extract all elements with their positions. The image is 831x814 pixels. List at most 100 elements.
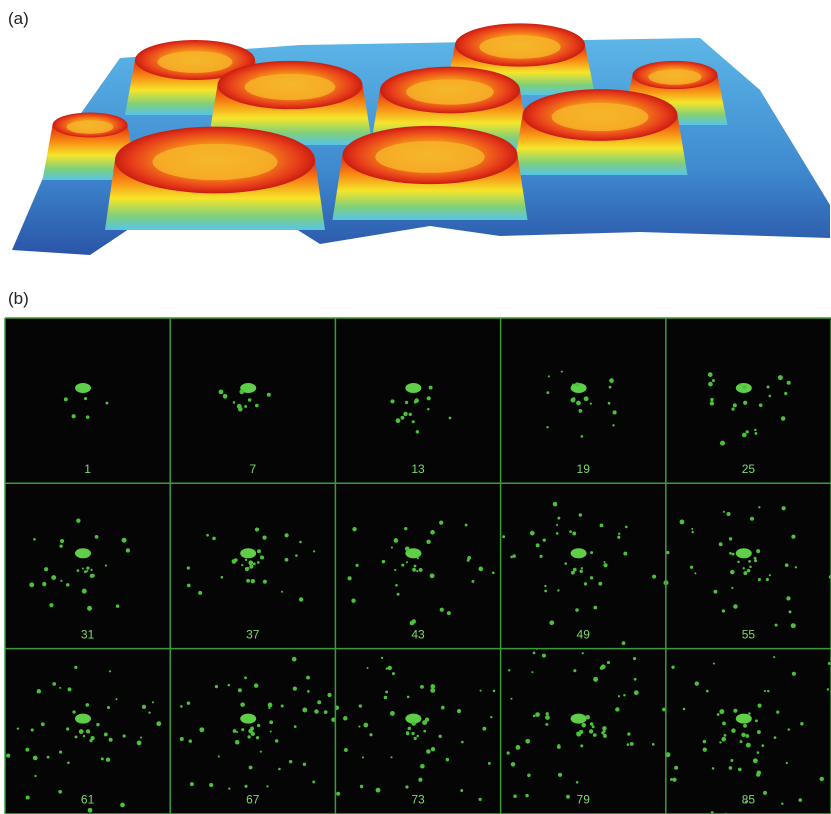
cell-spot [363,723,368,728]
bump-crater [153,144,278,180]
cell-spot [748,712,751,715]
cell-spot [180,705,183,708]
cell-spot [422,720,427,725]
cell-spot [788,728,790,730]
cell-spot [724,734,727,737]
cell-spot [582,652,584,654]
cell-spot [317,700,321,704]
cell-spot [764,690,766,692]
frame-number: 25 [742,462,756,476]
cell-spot [269,720,273,724]
cell-spot [441,706,445,710]
cell-spot [156,721,161,726]
cell-spot [781,803,783,805]
cell-spot [390,399,394,403]
cell-spot [426,540,430,544]
cell-spot [412,420,415,423]
panel-label: (b) [8,289,29,308]
cell-spot [86,415,90,419]
cell-spot [447,611,451,615]
cell-spot [798,798,802,802]
cell-spot [756,549,760,553]
cell-spot [188,739,192,743]
frame-number: 49 [577,627,591,641]
cell-spot [352,527,356,531]
cell-spot [285,558,289,562]
cell-spot [416,735,419,738]
frame-number: 79 [577,793,591,807]
cell-spot [593,606,597,610]
cell-spot [218,755,220,757]
cell-spot [122,538,127,543]
frame-number: 61 [81,793,95,807]
cell-spot [260,751,262,753]
cell-spot [544,585,546,587]
cell-spot [652,575,656,579]
cell-spot [508,669,510,671]
cell-spot [758,578,761,581]
cell-spot [74,666,77,669]
cell-spot [592,725,595,728]
cell-spot [786,596,790,600]
cell-spot [795,566,797,568]
cell-spot [68,687,72,691]
cell-spot [553,502,558,507]
frame-number: 31 [81,627,95,641]
cell-spot [579,513,582,516]
cell-spot [392,672,395,675]
cell-spot [739,383,742,386]
cell-spot [756,773,760,777]
cell-spot [511,762,516,767]
cell-spot [754,432,757,435]
cell-spot [603,561,605,563]
cell-spot [525,739,530,744]
cell-spot [746,743,751,748]
cell-spot [314,709,318,713]
cell-spot [347,576,351,580]
cell-spot [59,544,62,547]
cell-spot [776,711,779,714]
cell-blob [736,548,752,558]
cell-spot [712,379,715,382]
cell-spot [695,681,699,685]
cell-spot [423,730,426,733]
cell-spot [781,506,785,510]
cell-spot [84,397,87,400]
cell-spot [493,690,496,693]
cell-spot [58,790,62,794]
cell-spot [590,722,593,725]
cell-spot [390,756,392,758]
cell-spot [228,788,230,790]
cell-spot [414,565,417,568]
cell-spot [590,551,593,554]
cell-spot [720,441,725,446]
cell-spot [293,687,297,691]
cell-spot [412,568,416,572]
cell-spot [306,676,310,680]
cell-spot [713,662,715,664]
cell-spot [525,794,528,797]
cell-spot [180,737,184,741]
cell-spot [248,398,252,402]
cell-spot [312,781,315,784]
cell-spot [691,531,693,533]
cell-spot [359,704,362,707]
cell-spot [590,576,593,579]
cell-spot [733,403,737,407]
cell-spot [148,711,150,713]
cell-spot [270,730,272,732]
cell-spot [120,803,125,808]
cell-spot [539,555,542,558]
cell-spot [87,731,90,734]
body: (a) (b) 1713192531374349556167737985 (()… [0,0,831,814]
bump-crater [158,51,233,73]
cell-spot [367,667,369,669]
cell-spot [410,621,415,626]
cell-spot [460,789,463,792]
cell-spot [581,435,584,438]
cell-spot [52,682,56,686]
cell-spot [564,562,567,565]
frame-number: 37 [246,627,260,641]
cell-spot [75,735,78,738]
cell-spot [257,549,261,553]
